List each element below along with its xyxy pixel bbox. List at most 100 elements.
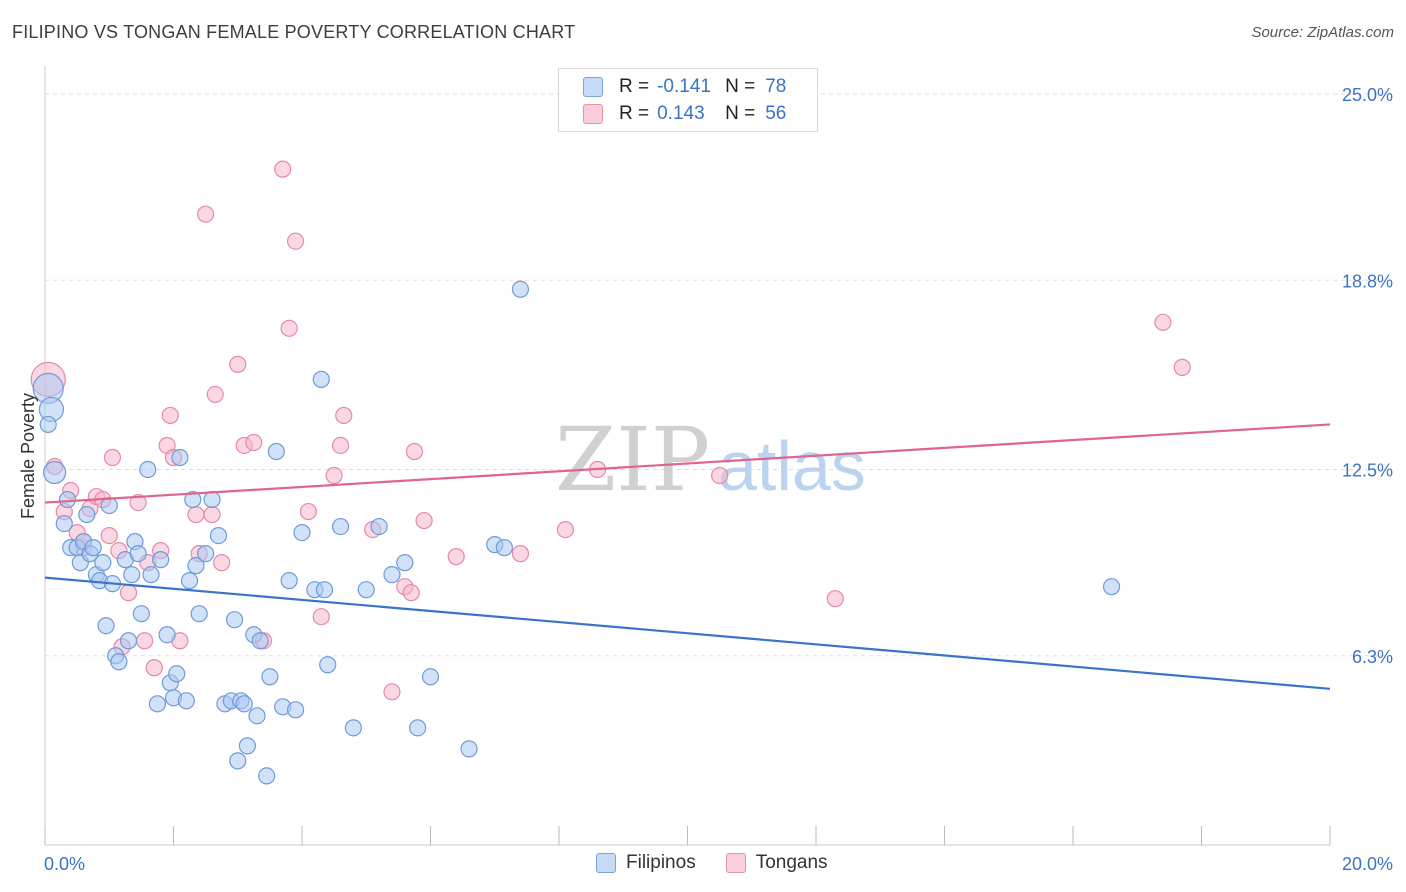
legend-r-label: R = xyxy=(619,76,650,97)
tongan-point xyxy=(312,608,330,626)
filipino-point xyxy=(139,460,157,479)
tongan-point xyxy=(286,232,305,250)
filipino-point xyxy=(148,695,167,713)
legend-r-value: 0.143 xyxy=(657,103,705,124)
tongan-point xyxy=(100,526,118,545)
tongan-point xyxy=(274,160,292,178)
filipino-point xyxy=(261,668,279,686)
trend-lines xyxy=(44,423,1331,690)
filipino-point xyxy=(383,566,401,584)
filipino-point xyxy=(94,554,112,572)
legend-row-filipinos: R = -0.141 N = 78 xyxy=(583,74,787,100)
filipino-point xyxy=(235,695,253,713)
tongan-point xyxy=(325,466,343,485)
filipino-point xyxy=(187,557,205,575)
tongan-point xyxy=(447,548,465,566)
filipino-point xyxy=(39,415,57,434)
legend-n-label: N = xyxy=(725,103,756,124)
filipino-point xyxy=(396,554,414,572)
stats-legend: R = -0.141 N = 78 R = 0.143 N = 56 xyxy=(558,68,818,132)
filipino-point xyxy=(55,514,73,533)
legend-n-label: N = xyxy=(725,76,756,97)
filipino-point xyxy=(225,611,244,629)
tongan-point xyxy=(135,632,154,650)
legend-swatch-tongans xyxy=(583,104,603,124)
filipino-point xyxy=(319,656,337,674)
legend-label-tongans: Tongans xyxy=(755,852,828,873)
filipino-point xyxy=(421,668,440,686)
tongan-point xyxy=(129,493,147,512)
tongan-point xyxy=(119,584,138,602)
filipino-point xyxy=(357,581,375,599)
legend-r-value: -0.141 xyxy=(657,76,711,97)
tongan-point xyxy=(405,442,424,461)
filipinos-trend-line xyxy=(44,576,1331,690)
filipino-point xyxy=(251,632,269,650)
filipino-point xyxy=(197,545,215,563)
filipino-point xyxy=(460,740,478,758)
chart-source: Source: ZipAtlas.com xyxy=(1251,24,1394,41)
legend-n-value: 56 xyxy=(765,103,787,124)
legend-item-tongans: Tongans xyxy=(725,852,828,874)
watermark: ZIP atlas xyxy=(555,408,866,511)
tongan-point xyxy=(245,433,263,452)
filipino-point xyxy=(177,692,195,710)
filipino-point xyxy=(286,701,305,719)
tongan-point xyxy=(161,406,179,425)
x-tick-label: 20.0% xyxy=(1342,854,1393,874)
filipino-point xyxy=(248,707,266,725)
legend-row-tongans: R = 0.143 N = 56 xyxy=(583,101,787,127)
tongan-point xyxy=(197,205,215,223)
grid-lines xyxy=(45,93,1392,657)
series-legend: Filipinos Tongans xyxy=(596,852,858,874)
axes xyxy=(44,66,1331,846)
filipino-point xyxy=(78,505,96,524)
filipino-point xyxy=(168,665,186,683)
legend-n-value: 78 xyxy=(765,76,787,97)
filipino-point xyxy=(409,719,427,737)
filipino-point xyxy=(180,572,199,590)
tongan-point xyxy=(229,355,247,373)
legend-swatch-filipinos xyxy=(596,853,616,873)
filipino-point xyxy=(370,517,388,536)
filipino-point xyxy=(97,617,115,635)
filipino-point xyxy=(209,526,228,545)
tick-labels: 6.3% 12.5% 18.8% 25.0% 0.0% 20.0% xyxy=(44,85,1393,874)
filipino-point xyxy=(129,545,147,563)
y-tick-label: 18.8% xyxy=(1342,271,1393,291)
tongan-point xyxy=(1154,313,1172,331)
tongan-point xyxy=(103,448,122,467)
chart-title: FILIPINO VS TONGAN FEMALE POVERTY CORREL… xyxy=(12,22,576,42)
filipino-point xyxy=(1102,578,1121,596)
filipino-point xyxy=(190,605,208,623)
tongan-point xyxy=(299,502,318,521)
filipino-point xyxy=(58,490,77,509)
filipino-point xyxy=(511,280,530,298)
tongan-point xyxy=(145,659,163,677)
tongan-point xyxy=(206,385,224,404)
filipino-point xyxy=(132,605,150,623)
legend-swatch-tongans xyxy=(725,853,746,873)
filipino-point xyxy=(315,581,334,599)
legend-swatch-filipinos xyxy=(583,77,603,97)
tongan-point xyxy=(415,511,433,530)
tongan-point xyxy=(213,554,231,572)
filipino-point xyxy=(312,370,330,388)
y-tick-label: 12.5% xyxy=(1342,461,1393,481)
tongan-point xyxy=(280,319,298,337)
legend-label-filipinos: Filipinos xyxy=(626,852,696,873)
legend-r-label: R = xyxy=(619,103,650,124)
filipino-point xyxy=(331,517,350,536)
filipino-point xyxy=(152,551,170,569)
watermark-atlas: atlas xyxy=(718,427,866,505)
tongan-point xyxy=(556,520,575,539)
tongan-point xyxy=(331,436,350,455)
filipino-point xyxy=(123,566,141,584)
tongans-trend-line xyxy=(44,423,1331,504)
y-axis-label: Female Poverty xyxy=(18,393,38,519)
filipino-point xyxy=(203,490,221,509)
tongan-point xyxy=(335,406,353,425)
filipino-point xyxy=(110,653,128,671)
legend-item-filipinos: Filipinos xyxy=(596,852,696,874)
tongan-point xyxy=(711,466,729,485)
